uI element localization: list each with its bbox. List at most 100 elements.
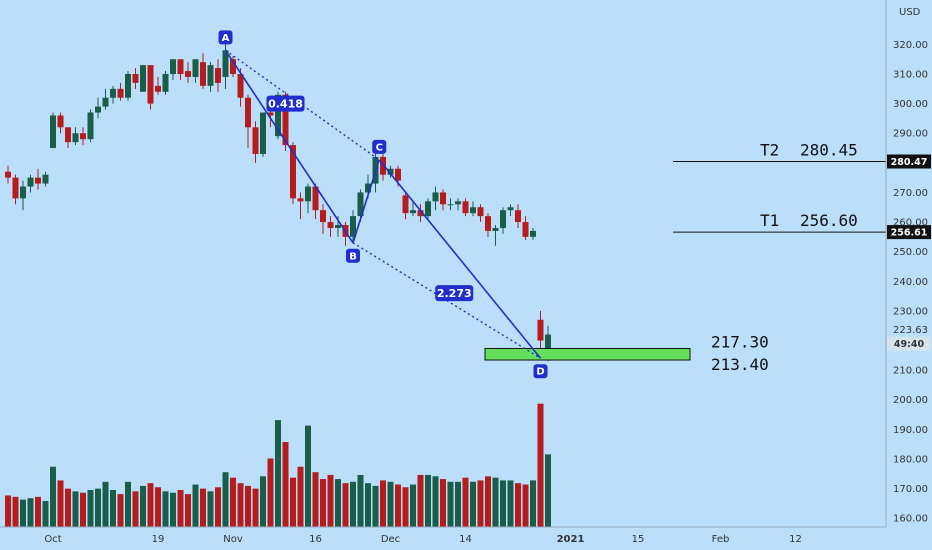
candle-body	[425, 201, 431, 217]
candle-body	[530, 230, 536, 237]
candle-body	[312, 186, 319, 211]
volume-bar	[372, 485, 379, 527]
y-tick-label: 260.00	[893, 218, 928, 229]
candle-body	[500, 210, 506, 228]
timer-tag-label: 49:40	[894, 339, 925, 350]
volume-bar	[275, 420, 281, 527]
volume-bar	[162, 491, 169, 527]
volume-bar	[432, 476, 439, 527]
volume-bar	[380, 480, 386, 527]
volume-bar	[305, 425, 311, 527]
candle-body	[402, 195, 409, 214]
candle-body	[327, 222, 334, 228]
volume-bar	[102, 481, 109, 527]
pattern-point-label: B	[349, 251, 357, 262]
volume-bar	[117, 494, 124, 527]
volume-bar	[515, 483, 521, 527]
pattern-point-badge	[346, 248, 360, 263]
y-tick-label: 200.00	[893, 395, 928, 406]
target-zone[interactable]: 217.30 213.40	[484, 332, 769, 374]
pattern-point-badge	[533, 364, 548, 379]
candle-body	[395, 168, 401, 181]
pattern-leg	[352, 159, 381, 244]
y-tick-label: 240.00	[893, 277, 928, 288]
volume-bar	[485, 476, 491, 527]
candle-body	[222, 50, 229, 77]
pattern-point-label: A	[222, 33, 230, 44]
volume-bar	[27, 498, 34, 527]
candle-body	[50, 115, 56, 149]
volume-bar	[500, 480, 506, 527]
x-tick-label: 15	[632, 534, 645, 545]
currency-label: USD	[899, 7, 921, 18]
candle-body	[215, 68, 221, 83]
pattern-ratio-line	[225, 49, 380, 161]
volume-bar	[72, 491, 79, 527]
candle-body	[147, 65, 154, 104]
ratio-label: 2.273	[437, 287, 472, 300]
pattern-leg	[224, 49, 354, 244]
candle-body	[290, 145, 296, 199]
candle-body	[410, 210, 416, 214]
volume-bar	[522, 484, 529, 527]
candle-body	[80, 133, 86, 140]
volume-bar	[170, 492, 176, 527]
volume-bar	[282, 442, 289, 527]
price-level-axis-tag-label: 280.47	[891, 157, 928, 168]
pattern-point-badge	[218, 30, 233, 45]
volume-bar	[387, 481, 394, 527]
volume-bar	[290, 477, 296, 527]
zone-lower-label: 213.40	[711, 355, 769, 374]
y-tick-label: 230.00	[893, 306, 928, 317]
volume-bar	[530, 480, 536, 527]
volume-bar	[312, 472, 319, 527]
candle-body	[320, 210, 326, 223]
volume-bar	[507, 480, 514, 527]
candle-body	[417, 210, 424, 217]
price-level-label: T1	[760, 211, 779, 230]
candle-body	[507, 207, 514, 211]
volume-bar	[447, 481, 454, 527]
volume-bar	[95, 488, 101, 527]
volume-bar	[357, 474, 364, 527]
volume-bar	[222, 472, 229, 527]
candle-body	[252, 127, 259, 154]
volume-bar	[200, 488, 206, 527]
volume-bar	[80, 492, 86, 527]
volume-bar	[350, 481, 356, 527]
candle-body	[200, 62, 206, 86]
y-tick-label: 170.00	[893, 484, 928, 495]
pattern-leg	[378, 159, 542, 359]
y-tick-label: 210.00	[893, 366, 928, 377]
candle-body	[297, 198, 304, 202]
time-axis[interactable]: Oct 19 Nov 16 Dec 14 2021 15 Feb 12	[0, 526, 886, 545]
volume-bar	[110, 490, 116, 527]
x-tick-label: 12	[789, 534, 802, 545]
candle-body	[357, 192, 364, 217]
zone-rect	[484, 347, 691, 361]
candle-body	[35, 177, 41, 184]
harmonic-pattern[interactable]: 0.418 2.273 A B C D	[218, 30, 548, 379]
candle-body	[95, 106, 101, 113]
volume-bar	[537, 403, 544, 527]
candle-body	[432, 192, 439, 202]
volume-bar	[5, 495, 11, 527]
volume-bar	[492, 477, 499, 527]
volume-bar	[545, 454, 551, 527]
volume-bars	[5, 403, 551, 527]
candle-body	[132, 74, 139, 83]
ratio-badge	[435, 285, 474, 302]
candle-body	[155, 85, 161, 92]
volume-bar	[267, 458, 274, 527]
candle-body	[380, 156, 386, 175]
candle-body	[125, 74, 131, 98]
candle-body	[350, 216, 356, 237]
candle-body	[522, 222, 529, 237]
candle-body	[335, 225, 341, 228]
volume-bar	[425, 474, 431, 527]
price-level-value: 256.60	[800, 211, 858, 230]
volume-bar	[410, 484, 416, 527]
